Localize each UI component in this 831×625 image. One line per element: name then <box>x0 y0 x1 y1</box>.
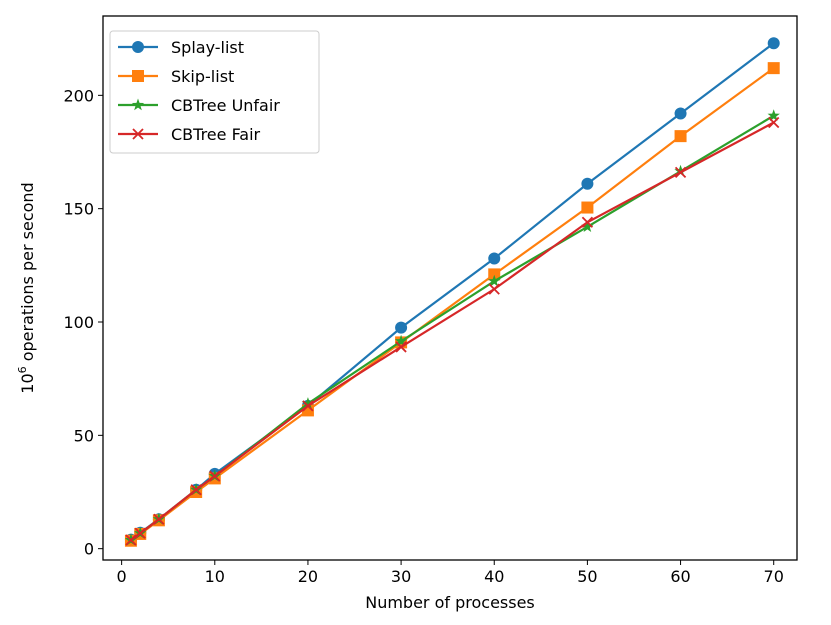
y-tick-label: 200 <box>63 86 94 105</box>
data-point <box>302 400 314 412</box>
x-axis: 0 10 20 30 40 50 60 70 <box>117 560 784 586</box>
y-tick-label: 0 <box>84 540 94 559</box>
data-point <box>488 268 501 281</box>
data-point <box>395 341 407 353</box>
data-point <box>581 201 594 214</box>
legend-label: CBTree Unfair <box>171 96 280 115</box>
x-tick-label: 0 <box>117 567 127 586</box>
x-tick-label: 60 <box>670 567 690 586</box>
x-axis-label: Number of processes <box>365 593 535 612</box>
data-point <box>674 164 687 177</box>
data-point <box>209 470 221 482</box>
legend-item: Splay-list <box>118 38 244 57</box>
data-point <box>394 334 408 347</box>
x-tick-label: 20 <box>298 567 318 586</box>
data-point <box>581 220 594 233</box>
legend-item: CBTree Fair <box>118 125 261 144</box>
series-layer <box>124 37 780 547</box>
y-axis: 0 50 100 150 200 <box>63 86 103 559</box>
legend-marker <box>132 70 144 82</box>
legend-marker <box>132 128 144 140</box>
data-point <box>301 397 315 409</box>
x-tick-label: 50 <box>577 567 597 586</box>
data-point <box>395 321 408 334</box>
data-point <box>125 534 137 546</box>
legend: Splay-list Skip-list CBTree Unfair CBTree F… <box>109 30 320 154</box>
y-axis-label: 106 operations per second <box>16 182 37 393</box>
x-tick-label: 10 <box>205 567 225 586</box>
y-axis-label-base: 10 <box>18 373 37 393</box>
legend-label: Skip-list <box>171 67 234 86</box>
legend-label: Splay-list <box>171 38 244 57</box>
data-point <box>768 116 780 129</box>
data-point <box>674 130 687 143</box>
x-tick-label: 40 <box>484 567 504 586</box>
data-point <box>581 177 594 190</box>
y-tick-label: 150 <box>63 200 94 219</box>
data-point <box>134 527 146 539</box>
legend-item: Skip-list <box>118 67 234 86</box>
data-point <box>767 109 780 121</box>
data-point <box>767 37 780 50</box>
data-point <box>674 166 687 179</box>
legend-marker <box>132 41 144 53</box>
data-point <box>581 216 594 228</box>
data-point <box>153 513 165 525</box>
legend-label: CBTree Fair <box>171 125 261 144</box>
x-tick-label: 30 <box>391 567 411 586</box>
data-point <box>488 252 501 265</box>
x-tick-label: 70 <box>764 567 784 586</box>
legend-item: CBTree Unfair <box>118 96 280 115</box>
y-axis-label-exponent: 6 <box>16 366 29 373</box>
data-point <box>488 283 500 295</box>
series-3 <box>125 116 780 546</box>
y-axis-label-rest: operations per second <box>18 182 37 366</box>
legend-box <box>109 30 320 154</box>
y-tick-label: 100 <box>63 313 94 332</box>
legend-marker <box>131 98 145 111</box>
data-point <box>767 62 780 75</box>
data-point <box>488 274 501 287</box>
data-point <box>190 484 202 496</box>
data-point <box>674 107 687 120</box>
y-tick-label: 50 <box>74 426 94 445</box>
